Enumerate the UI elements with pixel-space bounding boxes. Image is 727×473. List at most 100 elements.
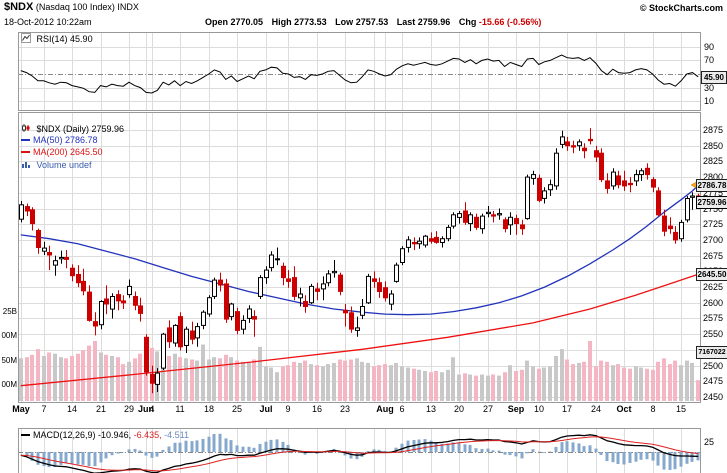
- xaxis-tick-label: 21: [95, 404, 106, 414]
- xaxis-tick-label: 11: [175, 404, 185, 414]
- xaxis-tick-label: 20: [453, 404, 464, 414]
- ma200-line: [20, 273, 699, 387]
- last-value: 2759.96: [417, 17, 451, 27]
- gridlines: [18, 32, 701, 473]
- chg-label: Chg: [458, 17, 477, 27]
- price-axis-label: 2725: [703, 219, 724, 229]
- xaxis-tick-label: 23: [339, 404, 350, 414]
- rsi-axis-label: 70: [704, 55, 715, 65]
- rsi-axis-label: 90: [704, 42, 715, 52]
- ma50-label: MA(50) 2786.78: [33, 135, 98, 145]
- xaxis-tick-label: Aug: [376, 404, 394, 414]
- xaxis-tick-label: 6: [399, 404, 405, 414]
- open-label: Open: [205, 17, 229, 27]
- price-axis-label: 2675: [703, 251, 724, 261]
- low-value: 2757.53: [355, 17, 389, 27]
- rsi-value-box: 45.90: [701, 71, 727, 84]
- xaxis-tick-label: 13: [425, 404, 436, 414]
- volume-axis-label: 00M: [1, 331, 17, 340]
- macd-value: -10.946,: [98, 430, 132, 440]
- price-axis-label: 2575: [703, 313, 724, 323]
- candlestick-icon: [21, 123, 31, 135]
- macd-lines: [20, 434, 699, 473]
- price-axis-label: 2750: [703, 204, 724, 214]
- xaxis-tick-label: 24: [590, 404, 601, 414]
- price-axis-label: 2875: [703, 125, 724, 135]
- rsi-axis-label: 30: [704, 83, 715, 93]
- macd-label: MACD(12,26,9): [33, 430, 96, 440]
- xaxis-tick-label: 8: [650, 404, 656, 414]
- xaxis-tick-label: 4: [149, 404, 155, 414]
- macd-legend: MACD(12,26,9) -10.946, -6.435, -4.511: [21, 430, 189, 440]
- price-axis-label: 2850: [703, 141, 724, 151]
- xaxis-tick-label: 14: [66, 404, 77, 414]
- price-axis-label: 2775: [703, 188, 724, 198]
- xaxis-tick-label: 10: [533, 404, 544, 414]
- ma200-label: MA(200) 2645.50: [33, 147, 103, 157]
- high-value: 2773.53: [294, 17, 327, 27]
- volume-legend: Volume undef: [21, 159, 92, 171]
- price-axis-label: 2550: [703, 329, 724, 339]
- datetime: 18-Oct-2012 10:22am: [4, 17, 92, 27]
- price-axis-label: 2625: [703, 282, 724, 292]
- chg-value: -15.66 (-0.56%): [478, 17, 542, 27]
- last-price-box: 2759.96: [696, 196, 727, 209]
- macd-hist-value: -4.511: [164, 430, 189, 440]
- volume-label: Volume undef: [36, 160, 92, 170]
- price-axis-label: 2825: [703, 156, 724, 166]
- ma50-legend: MA(50) 2786.78: [21, 135, 98, 145]
- xaxis-tick-label: Oct: [616, 404, 632, 414]
- volume-axis-label: 25B: [2, 307, 17, 316]
- ma200-price-box: 2645.50: [696, 268, 727, 281]
- macd-signal-value: -6.435,: [133, 430, 162, 440]
- ma200-legend: MA(200) 2645.50: [21, 147, 103, 157]
- volume-bars-icon: [21, 159, 31, 171]
- price-legend-symbol: $NDX (Daily) 2759.96: [21, 123, 124, 135]
- copyright: © StockCharts.com: [639, 3, 723, 13]
- symbol-name: (Nasdaq 100 Index) INDX: [35, 2, 139, 12]
- price-axis-label: 2500: [703, 361, 724, 371]
- price-axis-label: 2450: [703, 392, 724, 402]
- ma50-line: [20, 184, 699, 316]
- rsi-legend: RSI(14) 45.90: [21, 33, 93, 45]
- xaxis-tick-label: 17: [561, 404, 572, 414]
- xaxis-tick-label: Jun: [137, 404, 154, 414]
- symbol: $NDX: [4, 1, 34, 13]
- xaxis-tick-label: 15: [675, 404, 686, 414]
- volume-value-box: 7167022: [696, 346, 727, 359]
- rsi-axis-label: 10: [704, 96, 715, 106]
- xaxis-tick-label: 9: [285, 404, 291, 414]
- price-axis-label: 2475: [703, 376, 724, 386]
- xaxis-tick-label: 27: [482, 404, 493, 414]
- symbol-daily-label: $NDX (Daily) 2759.96: [36, 124, 125, 134]
- xaxis-tick-label: 29: [123, 404, 134, 414]
- rsi-value: 45.90: [70, 34, 93, 44]
- ma200-line-icon: [21, 151, 30, 153]
- ma50-price-box: 2786.78: [696, 179, 727, 192]
- chart-header: $NDX (Nasdaq 100 Index) INDX: [4, 1, 139, 13]
- macd-axis-label: 25: [704, 437, 715, 447]
- rsi-line: [20, 54, 699, 94]
- price-axis-label: 2700: [703, 235, 724, 245]
- xaxis-tick-label: May: [12, 404, 30, 414]
- last-label: Last: [396, 17, 416, 27]
- xaxis-tick-label: 16: [311, 404, 322, 414]
- xaxis-tick-label: 7: [41, 404, 47, 414]
- rsi-label: RSI(14): [36, 34, 68, 44]
- volume-axis-label: 50M: [1, 356, 17, 365]
- macd-histogram: [25, 433, 700, 470]
- xaxis-tick-label: Jul: [259, 404, 273, 414]
- indicator-icon: [21, 33, 31, 45]
- open-value: 2770.05: [230, 17, 264, 27]
- volume-axis-label: 00M: [1, 380, 17, 389]
- volume-bars: [19, 341, 700, 401]
- low-label: Low: [335, 17, 354, 27]
- price-axis-label: 2800: [703, 172, 724, 182]
- xaxis-tick-label: Sep: [507, 404, 525, 414]
- panel-borders: [18, 32, 701, 473]
- candlesticks: [19, 128, 701, 394]
- quote-line: Open 2770.05 High 2773.53 Low 2757.53 La…: [205, 17, 547, 27]
- xaxis-tick-label: 18: [203, 404, 214, 414]
